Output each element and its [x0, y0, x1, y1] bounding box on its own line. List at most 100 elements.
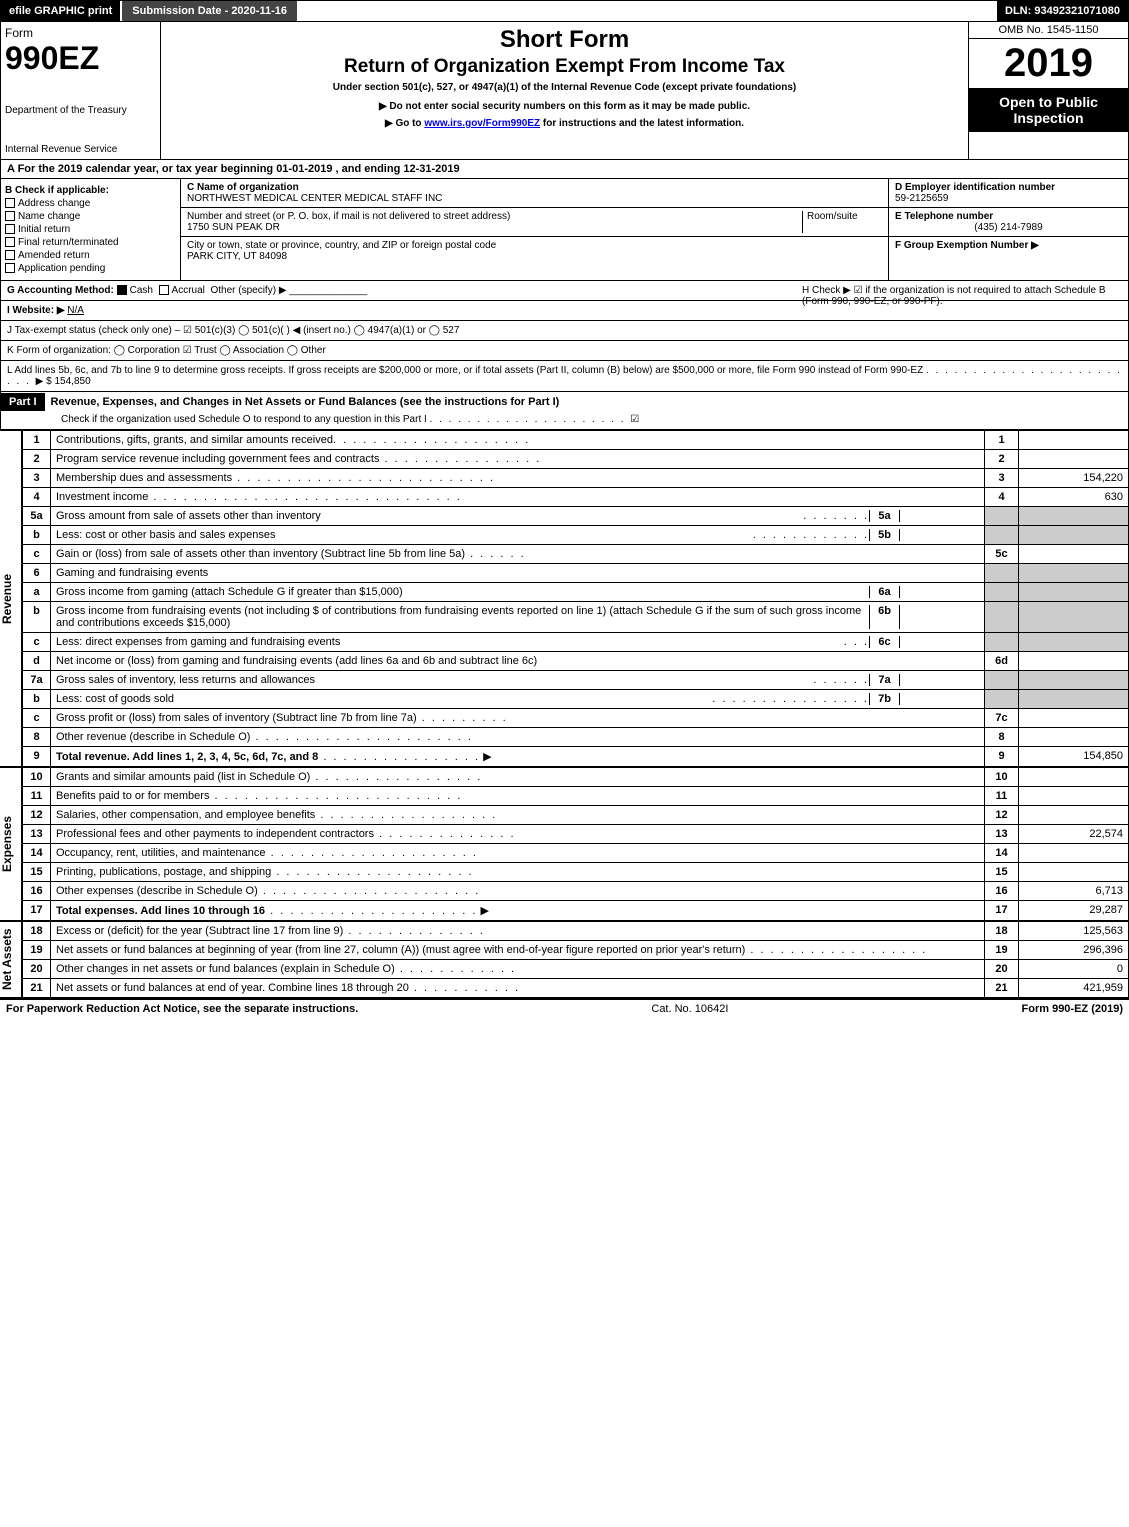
ein-value: 59-2125659 — [895, 193, 1122, 204]
line-3-amt: 154,220 — [1019, 469, 1129, 488]
line-1-amt — [1019, 431, 1129, 450]
b-header: B Check if applicable: — [5, 185, 176, 196]
footer-form: Form 990-EZ (2019) — [1022, 1003, 1123, 1015]
net-assets-table: 18Excess or (deficit) for the year (Subt… — [22, 921, 1129, 998]
line-16-text: Other expenses (describe in Schedule O) — [56, 885, 258, 897]
expenses-side-label: Expenses — [0, 767, 22, 921]
line-3-text: Membership dues and assessments — [56, 472, 232, 484]
city-state-zip: PARK CITY, UT 84098 — [187, 251, 496, 262]
line-6-text: Gaming and fundraising events — [51, 564, 985, 583]
b-name-change[interactable]: Name change — [18, 211, 80, 222]
line-18-text: Excess or (deficit) for the year (Subtra… — [56, 925, 343, 937]
arrow-icon: ▶ — [480, 905, 488, 917]
arrow-icon: ▶ — [483, 751, 491, 763]
line-a: A For the 2019 calendar year, or tax yea… — [0, 160, 1129, 179]
line-6b-text: Gross income from fundraising events (no… — [56, 605, 869, 629]
line-18-amt: 125,563 — [1019, 922, 1129, 941]
b-final[interactable]: Final return/terminated — [18, 237, 119, 248]
line-16-amt: 6,713 — [1019, 882, 1129, 901]
line-21-amt: 421,959 — [1019, 979, 1129, 998]
d-label: D Employer identification number — [895, 182, 1122, 193]
line-6a-text: Gross income from gaming (attach Schedul… — [56, 586, 869, 598]
efile-label[interactable]: efile GRAPHIC print — [1, 1, 120, 21]
b-addr-change[interactable]: Address change — [18, 198, 90, 209]
line-5a-text: Gross amount from sale of assets other t… — [56, 510, 803, 522]
line-6d-amt — [1019, 652, 1129, 671]
line-8-amt — [1019, 728, 1129, 747]
subtitle-ssn: ▶ Do not enter social security numbers o… — [167, 101, 962, 112]
subtitle-goto: ▶ Go to www.irs.gov/Form990EZ for instru… — [167, 118, 962, 129]
net-assets-section: Net Assets 18Excess or (deficit) for the… — [0, 921, 1129, 998]
city-label: City or town, state or province, country… — [187, 240, 496, 251]
irs-label: Internal Revenue Service — [5, 144, 156, 155]
line-15-amt — [1019, 863, 1129, 882]
line-4-amt: 630 — [1019, 488, 1129, 507]
submission-date: Submission Date - 2020-11-16 — [122, 1, 297, 21]
line-11-amt — [1019, 787, 1129, 806]
line-20-amt: 0 — [1019, 960, 1129, 979]
open-public: Open to Public Inspection — [969, 88, 1128, 132]
phone-value: (435) 214-7989 — [895, 222, 1122, 233]
line-12-text: Salaries, other compensation, and employ… — [56, 809, 315, 821]
g-label: G Accounting Method: — [7, 285, 114, 296]
b-initial[interactable]: Initial return — [18, 224, 70, 235]
line-9-text: Total revenue. Add lines 1, 2, 3, 4, 5c,… — [56, 751, 318, 763]
c-label: C Name of organization — [187, 182, 882, 193]
part-1-header: Part I Revenue, Expenses, and Changes in… — [0, 392, 1129, 430]
title-short-form: Short Form — [167, 26, 962, 54]
section-b: B Check if applicable: Address change Na… — [1, 179, 181, 280]
form-header: Form 990EZ Department of the Treasury In… — [0, 22, 1129, 160]
line-19-text: Net assets or fund balances at beginning… — [56, 944, 745, 956]
line-7a-text: Gross sales of inventory, less returns a… — [56, 674, 813, 686]
part-1-check-text: Check if the organization used Schedule … — [61, 414, 427, 425]
line-20-text: Other changes in net assets or fund bala… — [56, 963, 395, 975]
line-19-amt: 296,396 — [1019, 941, 1129, 960]
line-4-text: Investment income — [56, 491, 148, 503]
b-pending[interactable]: Application pending — [18, 263, 105, 274]
f-label: F Group Exemption Number ▶ — [895, 240, 1122, 251]
i-label: I Website: ▶ — [7, 305, 65, 316]
g-cash[interactable]: Cash — [130, 285, 153, 296]
expenses-table: 10Grants and similar amounts paid (list … — [22, 767, 1129, 921]
subtitle-section: Under section 501(c), 527, or 4947(a)(1)… — [167, 82, 962, 93]
line-11-text: Benefits paid to or for members — [56, 790, 209, 802]
section-g-h: G Accounting Method: Cash Accrual Other … — [0, 281, 1129, 301]
line-9-amt: 154,850 — [1019, 747, 1129, 767]
website-value: N/A — [67, 305, 84, 316]
revenue-table: 1Contributions, gifts, grants, and simil… — [22, 430, 1129, 767]
line-15-text: Printing, publications, postage, and shi… — [56, 866, 271, 878]
e-label: E Telephone number — [895, 211, 1122, 222]
irs-link[interactable]: www.irs.gov/Form990EZ — [424, 118, 540, 129]
line-5c-text: Gain or (loss) from sale of assets other… — [56, 548, 465, 560]
line-13-amt: 22,574 — [1019, 825, 1129, 844]
dln-label: DLN: 93492321071080 — [997, 1, 1128, 21]
page-footer: For Paperwork Reduction Act Notice, see … — [0, 998, 1129, 1018]
part-1-label: Part I — [1, 393, 45, 411]
line-7b-text: Less: cost of goods sold — [56, 693, 712, 705]
g-other[interactable]: Other (specify) ▶ — [210, 285, 286, 296]
footer-cat: Cat. No. 10642I — [358, 1003, 1021, 1015]
street-address: 1750 SUN PEAK DR — [187, 222, 802, 233]
line-10-text: Grants and similar amounts paid (list in… — [56, 771, 310, 783]
h-text: H Check ▶ ☑ if the organization is not r… — [802, 285, 1122, 307]
block-b-thru-f: B Check if applicable: Address change Na… — [0, 179, 1129, 281]
part-1-checked[interactable]: ☑ — [630, 414, 639, 425]
g-accrual[interactable]: Accrual — [172, 285, 205, 296]
revenue-section: Revenue 1Contributions, gifts, grants, a… — [0, 430, 1129, 767]
line-5b-text: Less: cost or other basis and sales expe… — [56, 529, 753, 541]
line-21-text: Net assets or fund balances at end of ye… — [56, 982, 409, 994]
line-12-amt — [1019, 806, 1129, 825]
footer-left: For Paperwork Reduction Act Notice, see … — [6, 1003, 358, 1015]
form-number: 990EZ — [5, 40, 156, 77]
line-13-text: Professional fees and other payments to … — [56, 828, 374, 840]
line-5c-amt — [1019, 545, 1129, 564]
b-amended[interactable]: Amended return — [18, 250, 90, 261]
line-6c-text: Less: direct expenses from gaming and fu… — [56, 636, 844, 648]
l-amount: ▶ $ 154,850 — [36, 376, 91, 387]
form-word: Form — [5, 26, 156, 40]
line-10-amt — [1019, 768, 1129, 787]
line-17-amt: 29,287 — [1019, 901, 1129, 921]
part-1-title: Revenue, Expenses, and Changes in Net As… — [45, 392, 1128, 412]
line-14-amt — [1019, 844, 1129, 863]
top-bar: efile GRAPHIC print Submission Date - 20… — [0, 0, 1129, 22]
